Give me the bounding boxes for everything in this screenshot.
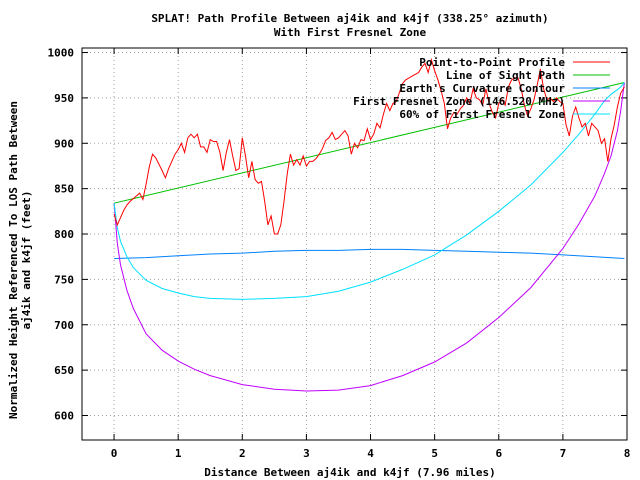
x-tick-label: 3 — [303, 447, 310, 460]
series-line-los — [113, 82, 625, 204]
x-tick-label: 8 — [624, 447, 631, 460]
y-axis-label-line2: aj4ik and k4jf (feet) — [20, 190, 33, 329]
y-tick-label: 700 — [54, 319, 74, 332]
series-line-curvature — [114, 248, 625, 259]
x-tick-label: 6 — [495, 447, 502, 460]
series-line-fresnel — [113, 82, 625, 392]
x-tick-label: 2 — [239, 447, 246, 460]
chart-subtitle: With First Fresnel Zone — [274, 26, 427, 39]
plot-series — [113, 57, 625, 392]
legend-label-fresnel: First Fresnel Zone (146.520 MHz) — [353, 95, 565, 108]
series-line-profile — [113, 57, 625, 235]
x-tick-label: 7 — [560, 447, 567, 460]
plot-frame — [81, 47, 628, 441]
legend-label-profile: Point-to-Point Profile — [419, 56, 565, 69]
legend-label-curvature: Earth's Curvature Contour — [399, 82, 565, 95]
y-tick-label: 800 — [54, 228, 74, 241]
y-tick-label: 600 — [54, 410, 74, 423]
x-axis-label: Distance Between aj4ik and k4jf (7.96 mi… — [204, 466, 495, 479]
legend-label-fresnel60: 60% of First Fresnel Zone — [399, 108, 565, 121]
y-tick-label: 900 — [54, 137, 74, 150]
y-axis-label-line1: Normalized Height Referenced To LOS Path… — [7, 101, 20, 419]
chart-title: SPLAT! Path Profile Between aj4ik and k4… — [151, 12, 548, 25]
y-tick-label: 950 — [54, 92, 74, 105]
y-tick-label: 1000 — [48, 47, 75, 60]
y-tick-label: 850 — [54, 183, 74, 196]
y-tick-label: 750 — [54, 273, 74, 286]
x-tick-label: 5 — [431, 447, 438, 460]
x-tick-label: 0 — [111, 447, 118, 460]
series-line-fresnel60 — [113, 82, 625, 300]
x-tick-label: 1 — [175, 447, 182, 460]
legend-label-los: Line of Sight Path — [446, 69, 565, 82]
x-tick-label: 4 — [367, 447, 374, 460]
y-tick-label: 650 — [54, 364, 74, 377]
